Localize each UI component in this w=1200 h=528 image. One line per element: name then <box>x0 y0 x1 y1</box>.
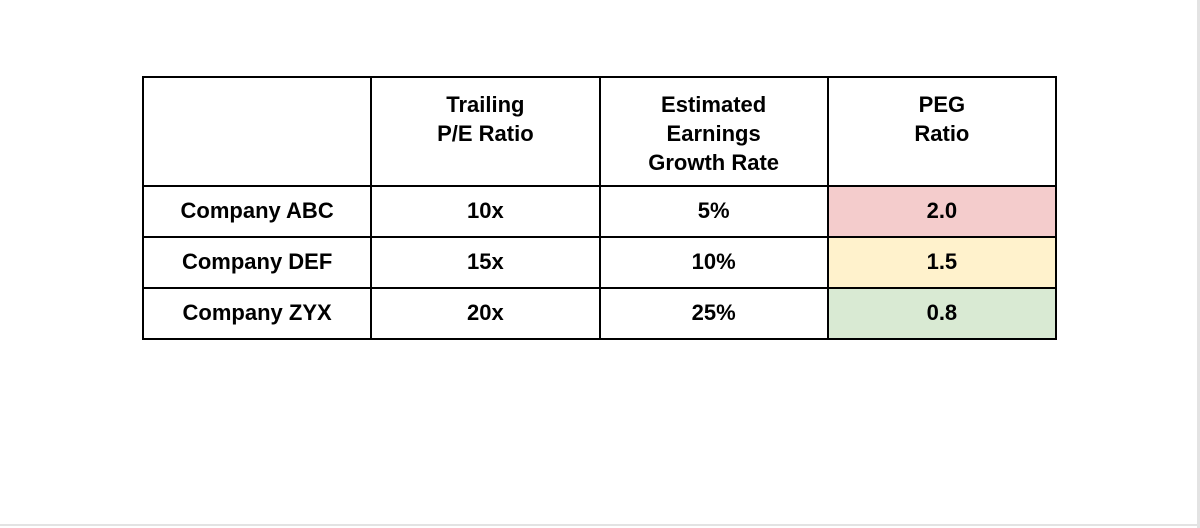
trailing-pe-cell: 10x <box>370 185 601 238</box>
company-name-cell: Company DEF <box>141 236 373 289</box>
table-row-company-abc: Company ABC 10x 5% 2.0 <box>141 185 1058 238</box>
company-name-cell: Company ABC <box>141 185 373 238</box>
corner-empty-cell <box>141 76 373 187</box>
growth-rate-cell: 25% <box>598 287 829 340</box>
peg-comparison-table: Trailing P/E Ratio Estimated Earnings Gr… <box>141 76 1058 340</box>
header-peg-ratio: PEG Ratio <box>826 76 1058 187</box>
header-estimated-earnings-growth-rate: Estimated Earnings Growth Rate <box>598 76 829 187</box>
peg-ratio-cell: 0.8 <box>826 287 1058 340</box>
peg-ratio-cell: 1.5 <box>826 236 1058 289</box>
table-row-company-def: Company DEF 15x 10% 1.5 <box>141 236 1058 289</box>
header-trailing-pe-ratio: Trailing P/E Ratio <box>370 76 601 187</box>
viewport-bottom-edge-line <box>0 524 1197 526</box>
table-row-company-zyx: Company ZYX 20x 25% 0.8 <box>141 287 1058 340</box>
growth-rate-cell: 10% <box>598 236 829 289</box>
trailing-pe-cell: 15x <box>370 236 601 289</box>
header-row: Trailing P/E Ratio Estimated Earnings Gr… <box>141 76 1058 187</box>
peg-ratio-cell: 2.0 <box>826 185 1058 238</box>
trailing-pe-cell: 20x <box>370 287 601 340</box>
viewport-right-edge-line <box>1197 0 1200 528</box>
company-name-cell: Company ZYX <box>141 287 373 340</box>
growth-rate-cell: 5% <box>598 185 829 238</box>
